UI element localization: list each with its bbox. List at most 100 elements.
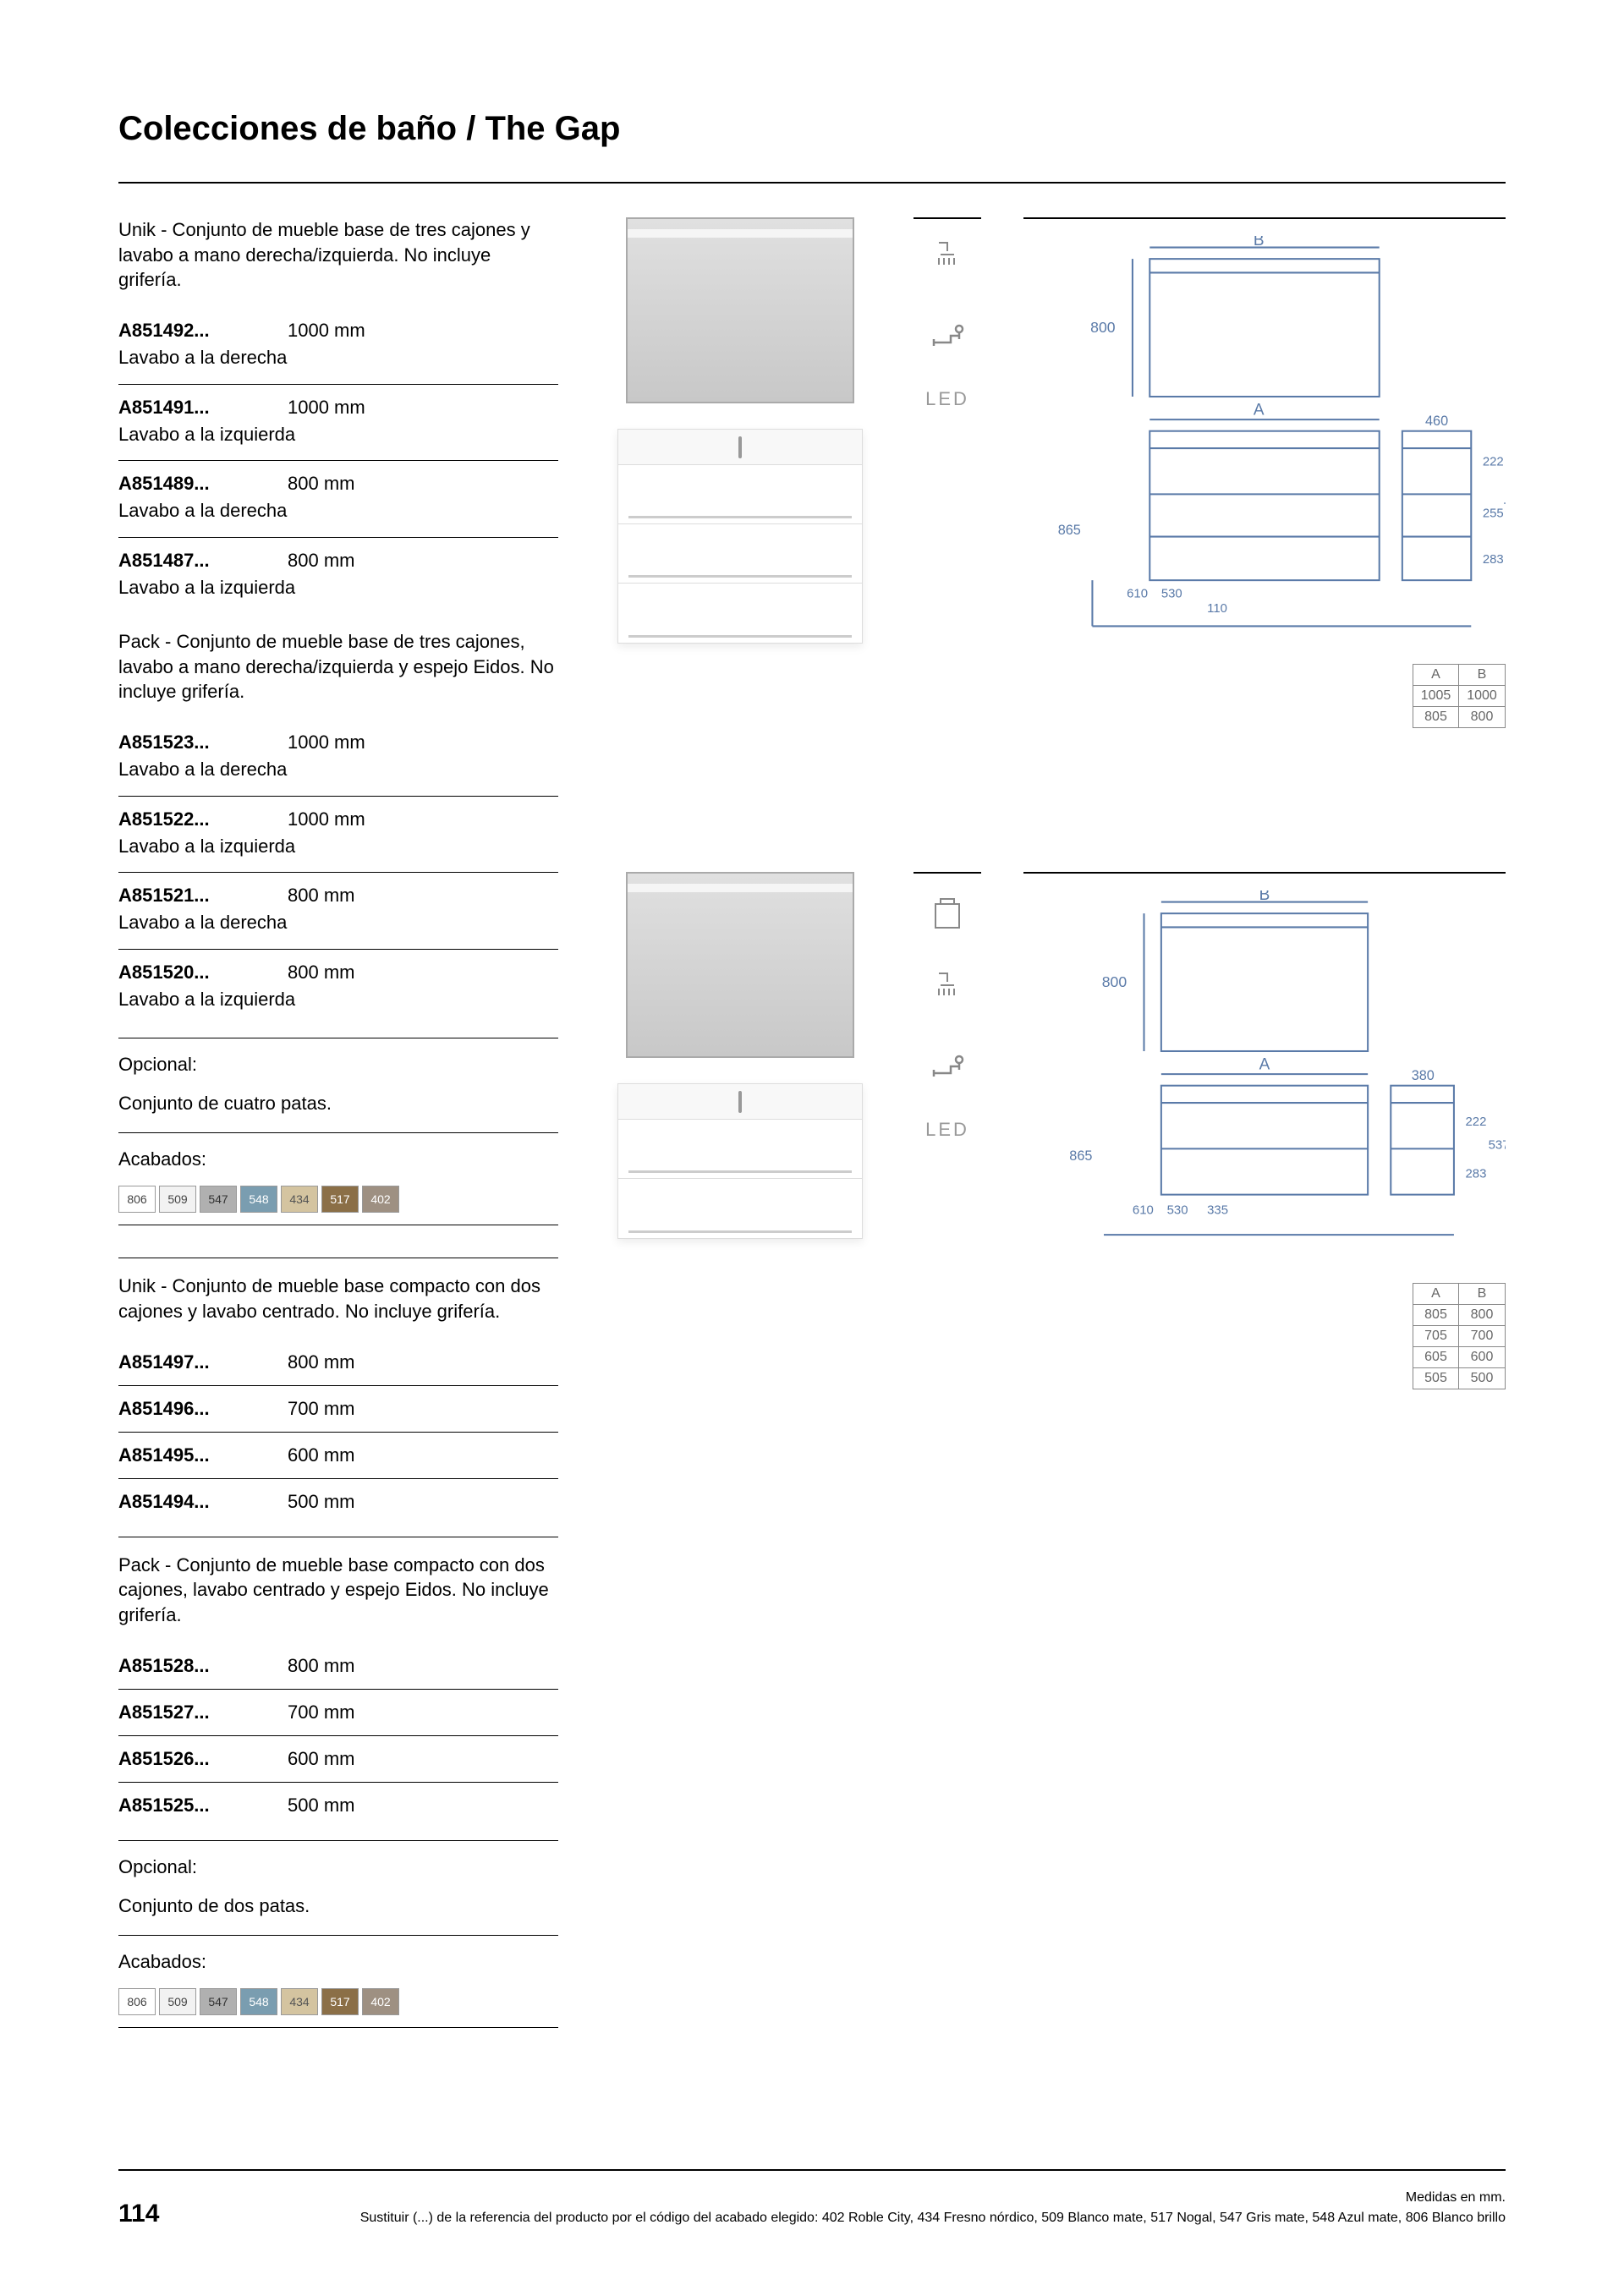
drawer — [618, 584, 862, 643]
ref-dimension: 800 mm — [288, 1351, 354, 1373]
drawer — [618, 524, 862, 584]
finish-swatch-402[interactable]: 402 — [362, 1186, 399, 1213]
basin-2 — [618, 1084, 862, 1120]
svg-text:380: 380 — [1412, 1067, 1435, 1082]
dim-table-cell: 705 — [1413, 1326, 1459, 1347]
footer-rule — [118, 2169, 1506, 2171]
finish-swatch-806[interactable]: 806 — [118, 1186, 156, 1213]
ref-subtitle: Lavabo a la izquierda — [118, 987, 558, 1012]
ref-dimension: 800 mm — [288, 885, 354, 907]
svg-text:865: 865 — [1069, 1148, 1092, 1163]
finish-swatch-509[interactable]: 509 — [159, 1186, 196, 1213]
ref-item: A851523...1000 mmLavabo a la derecha — [118, 720, 558, 797]
catalog-page: Colecciones de baño / The Gap Unik - Con… — [0, 0, 1624, 2296]
product-image-1 — [609, 217, 871, 644]
svg-text:222: 222 — [1465, 1115, 1486, 1129]
diagram-2: B 800 A 380 222 — [1023, 872, 1506, 1390]
ref-code: A851528... — [118, 1655, 245, 1677]
ref-item: A851528... 800 mm — [118, 1643, 558, 1690]
ref-code: A851527... — [118, 1701, 245, 1723]
opcional-text-1: Conjunto de cuatro patas. — [118, 1091, 558, 1116]
dim-table-cell: 500 — [1459, 1368, 1505, 1389]
svg-text:865: 865 — [1058, 523, 1081, 538]
title-rule — [118, 182, 1506, 184]
finish-swatch-548[interactable]: 548 — [240, 1988, 277, 2015]
ref-subtitle: Lavabo a la izquierda — [118, 575, 558, 600]
opcional-text-2: Conjunto de dos patas. — [118, 1893, 558, 1919]
finish-swatch-434[interactable]: 434 — [281, 1988, 318, 2015]
ref-subtitle: Lavabo a la izquierda — [118, 422, 558, 447]
ref-code: A851520... — [118, 962, 245, 984]
finish-swatch-509[interactable]: 509 — [159, 1988, 196, 2015]
svg-text:335: 335 — [1207, 1203, 1228, 1217]
ref-dimension: 800 mm — [288, 473, 354, 495]
ref-item: A851495...600 mm — [118, 1433, 558, 1479]
box-icon — [922, 890, 973, 941]
svg-text:530: 530 — [1161, 586, 1182, 600]
ref-subtitle: Lavabo a la derecha — [118, 757, 558, 782]
finish-swatch-517[interactable]: 517 — [321, 1186, 359, 1213]
ref-code: A851494... — [118, 1491, 245, 1513]
acabados-block-1: Acabados: 806509547548434517402 — [118, 1133, 558, 1225]
finish-swatch-547[interactable]: 547 — [200, 1988, 237, 2015]
ref-dimension: 800 mm — [288, 1655, 354, 1677]
ref-dimension: 500 mm — [288, 1795, 354, 1817]
svg-text:283: 283 — [1465, 1166, 1486, 1181]
opcional-label-1: Opcional: — [118, 1054, 558, 1076]
ref-dimension: 1000 mm — [288, 397, 365, 419]
drawer — [618, 1120, 862, 1179]
opcional-label-2: Opcional: — [118, 1856, 558, 1878]
dim-table-cell: 605 — [1413, 1347, 1459, 1368]
product-row-1: LED B 800 — [609, 217, 1506, 728]
ref-item: A851487...800 mmLavabo a la izquierda — [118, 538, 558, 614]
ref-subtitle: Lavabo a la derecha — [118, 345, 558, 370]
dim-table-header-cell: A — [1413, 1284, 1459, 1305]
ref-item: A851492...1000 mmLavabo a la derecha — [118, 308, 558, 385]
ref-dimension: 1000 mm — [288, 808, 365, 830]
ref-item: A851526...600 mm — [118, 1736, 558, 1783]
ref-subtitle: Lavabo a la izquierda — [118, 834, 558, 859]
svg-text:255: 255 — [1483, 506, 1504, 520]
pack-desc-2: Pack - Conjunto de mueble base compacto … — [118, 1553, 558, 1628]
ref-item: A851491... 1000 mm Lavabo a la izquierda — [118, 385, 558, 462]
left-column: Unik - Conjunto de mueble base de tres c… — [118, 217, 558, 2135]
finish-swatch-402[interactable]: 402 — [362, 1988, 399, 2015]
svg-text:610: 610 — [1133, 1203, 1154, 1217]
measures-note: Medidas en mm. — [360, 2188, 1506, 2208]
shower-icon — [922, 967, 973, 1017]
svg-text:A: A — [1259, 1055, 1270, 1073]
swatches-row-2: 806509547548434517402 — [118, 1988, 558, 2015]
led-label-2: LED — [925, 1119, 969, 1141]
section-1-text: Unik - Conjunto de mueble base de tres c… — [118, 217, 558, 1225]
finish-swatch-517[interactable]: 517 — [321, 1988, 359, 2015]
svg-text:800: 800 — [1102, 973, 1127, 990]
dimension-table-1: AB10051000805800 — [1413, 664, 1506, 728]
finish-swatch-548[interactable]: 548 — [240, 1186, 277, 1213]
finish-swatch-434[interactable]: 434 — [281, 1186, 318, 1213]
ref-code: A851522... — [118, 808, 245, 830]
svg-text:283: 283 — [1483, 552, 1504, 567]
right-column: LED B 800 — [609, 217, 1506, 2135]
svg-text:460: 460 — [1425, 414, 1448, 429]
acabados-label-2: Acabados: — [118, 1951, 558, 1973]
dim-table-cell: 700 — [1459, 1326, 1505, 1347]
dim-table-cell: 1005 — [1413, 686, 1459, 707]
dimension-table-2: AB805800705700605600505500 — [1413, 1283, 1506, 1389]
acabados-block-2: Acabados: 806509547548434517402 — [118, 1936, 558, 2028]
dim-table-cell: 805 — [1413, 1305, 1459, 1326]
svg-text:A: A — [1254, 402, 1265, 419]
pack-block-2: Pack - Conjunto de mueble base compacto … — [118, 1537, 558, 1841]
ref-item: A851489...800 mmLavabo a la derecha — [118, 461, 558, 538]
ref-code: A851495... — [118, 1444, 245, 1466]
swatches-row-1: 806509547548434517402 — [118, 1186, 558, 1213]
pack-desc-1: Pack - Conjunto de mueble base de tres c… — [118, 629, 558, 704]
dim-table-header-cell: B — [1459, 1284, 1505, 1305]
basin-1 — [618, 430, 862, 465]
unik-desc-2: Unik - Conjunto de mueble base compacto … — [118, 1274, 558, 1323]
finish-swatch-547[interactable]: 547 — [200, 1186, 237, 1213]
ref-code: A851491... — [118, 397, 245, 419]
ref-code: A851489... — [118, 473, 245, 495]
opcional-block-2: Opcional: Conjunto de dos patas. — [118, 1841, 558, 1937]
ref-item: A851527...700 mm — [118, 1690, 558, 1736]
finish-swatch-806[interactable]: 806 — [118, 1988, 156, 2015]
